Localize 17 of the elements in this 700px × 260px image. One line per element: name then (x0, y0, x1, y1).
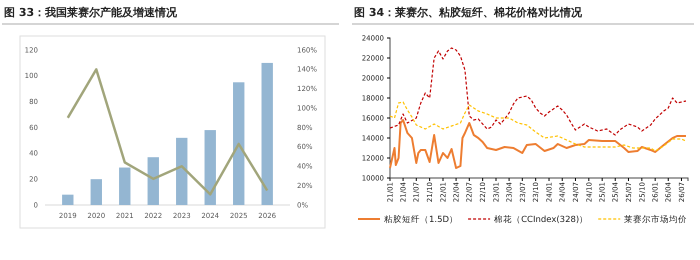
legend-label: 棉花（CCIndex(328)） (494, 214, 588, 225)
bar (62, 194, 74, 205)
bar (90, 179, 102, 205)
bar (148, 157, 159, 205)
line-series (389, 101, 687, 152)
bar (119, 168, 130, 205)
legend-label: 莱赛尔市场均价 (624, 214, 688, 225)
bar (176, 138, 188, 205)
line-series (389, 119, 687, 169)
line-series (66, 68, 268, 196)
line-series (389, 47, 687, 136)
bar (262, 62, 273, 205)
chart-title: 图 33：我国莱赛尔产能及增速情况 (4, 6, 178, 19)
legend-label: 粘胶短纤（1.5D） (384, 214, 458, 225)
chart-title: 图 34：莱赛尔、粘胶短纤、棉花价格对比情况 (354, 6, 584, 19)
bar (204, 130, 216, 205)
bar (233, 82, 244, 205)
